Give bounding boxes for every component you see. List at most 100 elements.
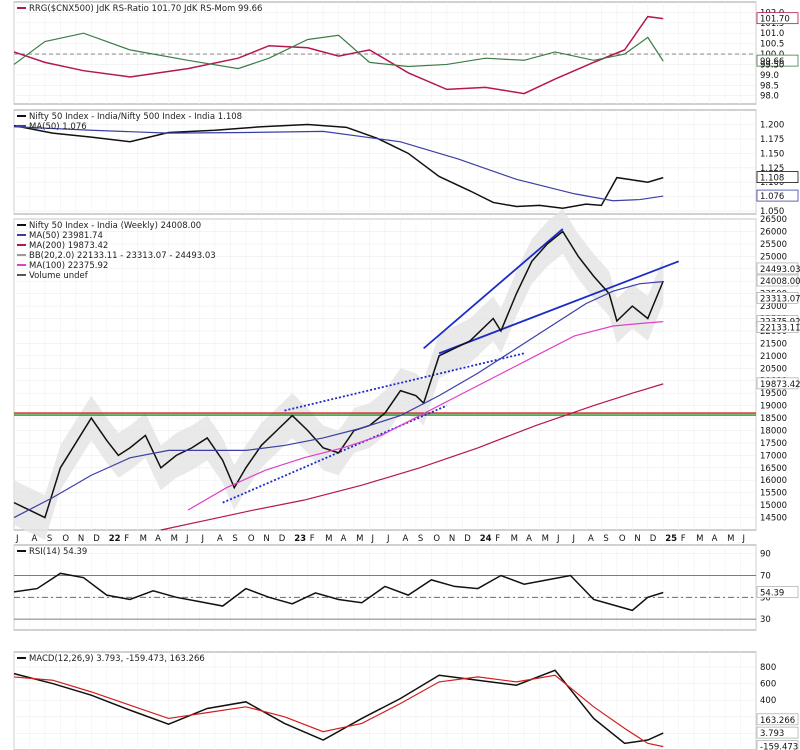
- x-tick-label: A: [341, 534, 347, 544]
- y-tick-label: 17000: [760, 451, 787, 461]
- x-tick-label: J: [572, 534, 576, 544]
- value-label: 24493.03: [760, 265, 800, 275]
- x-tick-label: N: [449, 534, 455, 544]
- y-tick-label: 14500: [760, 514, 787, 524]
- bollinger-band-area: [14, 209, 664, 540]
- y-tick-label: 25000: [760, 252, 787, 262]
- value-label-box: [756, 274, 799, 287]
- trendline-dotted: [222, 404, 448, 504]
- y-tick-label: 25500: [760, 240, 787, 250]
- y-tick-label: 19500: [760, 389, 787, 399]
- series-line-macd-1: [13, 674, 664, 748]
- x-tick-label: A: [155, 534, 161, 544]
- x-tick-label: D: [93, 534, 100, 544]
- value-label: 19873.42: [760, 380, 800, 390]
- value-label-box: [756, 377, 799, 390]
- y-tick-label: 20500: [760, 364, 787, 374]
- legend-title: RSI(14) 54.39: [29, 547, 87, 557]
- x-tick-label: J: [556, 534, 560, 544]
- value-label: 1.108: [760, 174, 784, 184]
- series-line-price-3: [160, 383, 664, 531]
- value-label: -159.473: [760, 743, 798, 750]
- legends: RRG($CNX500) JdK RS-Ratio 101.70 JdK RS-…: [17, 4, 262, 664]
- series-line-price-1: [13, 281, 664, 519]
- legend-entry: BB(20,2.0) 22133.11 - 23313.07 - 24493.0…: [29, 251, 216, 261]
- y-tick-label: 26500: [760, 215, 787, 225]
- value-label: 23313.07: [760, 294, 800, 304]
- y-tick-label: 18500: [760, 414, 787, 424]
- value-label-box: [756, 171, 799, 184]
- x-tick-label: D: [464, 534, 471, 544]
- value-label-box: [756, 586, 799, 598]
- x-tick-label: O: [62, 534, 69, 544]
- x-tick-label: J: [371, 534, 375, 544]
- series-line-ratio-0: [13, 123, 664, 209]
- y-tick-label: 15500: [760, 489, 787, 499]
- value-label-box: [756, 740, 799, 750]
- value-label-box: [756, 726, 799, 739]
- series-line-rrg-0: [13, 15, 664, 95]
- x-tick-label: O: [248, 534, 255, 544]
- y-tick-label: 30: [760, 615, 771, 625]
- legend-entry: MA(100) 22375.92: [29, 261, 108, 271]
- x-tick-label: M: [511, 534, 518, 544]
- value-label: 101.70: [760, 15, 790, 25]
- x-tick-label: O: [433, 534, 440, 544]
- y-tick-label: 26000: [760, 227, 787, 237]
- x-tick-label: 25: [665, 534, 677, 544]
- value-label: 99.50: [760, 60, 784, 70]
- x-tick-label: F: [495, 534, 500, 544]
- x-tick-label: S: [418, 534, 423, 544]
- y-tick-label: 21500: [760, 339, 787, 349]
- y-tick-label: 15000: [760, 501, 787, 511]
- value-label: 3.793: [760, 729, 784, 739]
- x-tick-label: A: [588, 534, 594, 544]
- x-tick-label: M: [696, 534, 703, 544]
- bollinger-band: [14, 209, 664, 540]
- x-axis: J A S O N D 22 F M A M J J A S O N D 23 F M A M J J A S O N D 24 F M A M J J…: [15, 534, 745, 544]
- value-label-box: [756, 262, 799, 275]
- value-label: 1.076: [760, 192, 784, 202]
- value-label-box: [756, 713, 799, 726]
- legend-entry: Volume undef: [29, 271, 89, 281]
- value-label: 163.266: [760, 716, 795, 726]
- x-tick-label: M: [727, 534, 734, 544]
- y-tick-label: 16000: [760, 476, 787, 486]
- x-tick-label: M: [356, 534, 363, 544]
- legend-entry: MA(50) 23981.74: [29, 231, 103, 241]
- x-tick-label: J: [15, 534, 19, 544]
- x-tick-label: S: [603, 534, 608, 544]
- y-tick-label: 400: [760, 696, 776, 706]
- x-tick-label: J: [386, 534, 390, 544]
- value-label-box: [756, 321, 799, 333]
- x-tick-label: J: [742, 534, 746, 544]
- y-tick-label: 17500: [760, 439, 787, 449]
- legend-title: MACD(12,26,9) 3.793, -159.473, 163.266: [29, 654, 205, 664]
- y-tick-label: 18000: [760, 426, 787, 436]
- series-line-rrg-1: [13, 32, 664, 70]
- x-tick-label: F: [124, 534, 129, 544]
- x-tick-label: S: [47, 534, 52, 544]
- x-tick-label: N: [634, 534, 640, 544]
- x-tick-label: 22: [109, 534, 121, 544]
- y-tick-label: 21000: [760, 352, 787, 362]
- y-tick-label: 19000: [760, 402, 787, 412]
- y-tick-label: 1.150: [760, 149, 784, 159]
- x-tick-label: D: [279, 534, 286, 544]
- x-tick-label: A: [712, 534, 718, 544]
- x-tick-label: N: [263, 534, 269, 544]
- y-tick-label: 23000: [760, 302, 787, 312]
- y-tick-label: 99.0: [760, 71, 779, 81]
- series-line-macd-0: [13, 669, 664, 745]
- value-label-box: [756, 291, 799, 304]
- y-tick-label: 100.5: [760, 40, 784, 50]
- y-tick-label: 600: [760, 680, 776, 690]
- series-line-price-2: [187, 321, 664, 511]
- x-tick-label: J: [185, 534, 189, 544]
- value-label: 99.66: [760, 57, 784, 67]
- x-tick-label: A: [526, 534, 532, 544]
- x-tick-label: M: [171, 534, 178, 544]
- x-tick-label: M: [325, 534, 332, 544]
- y-tick-label: 1.200: [760, 120, 784, 130]
